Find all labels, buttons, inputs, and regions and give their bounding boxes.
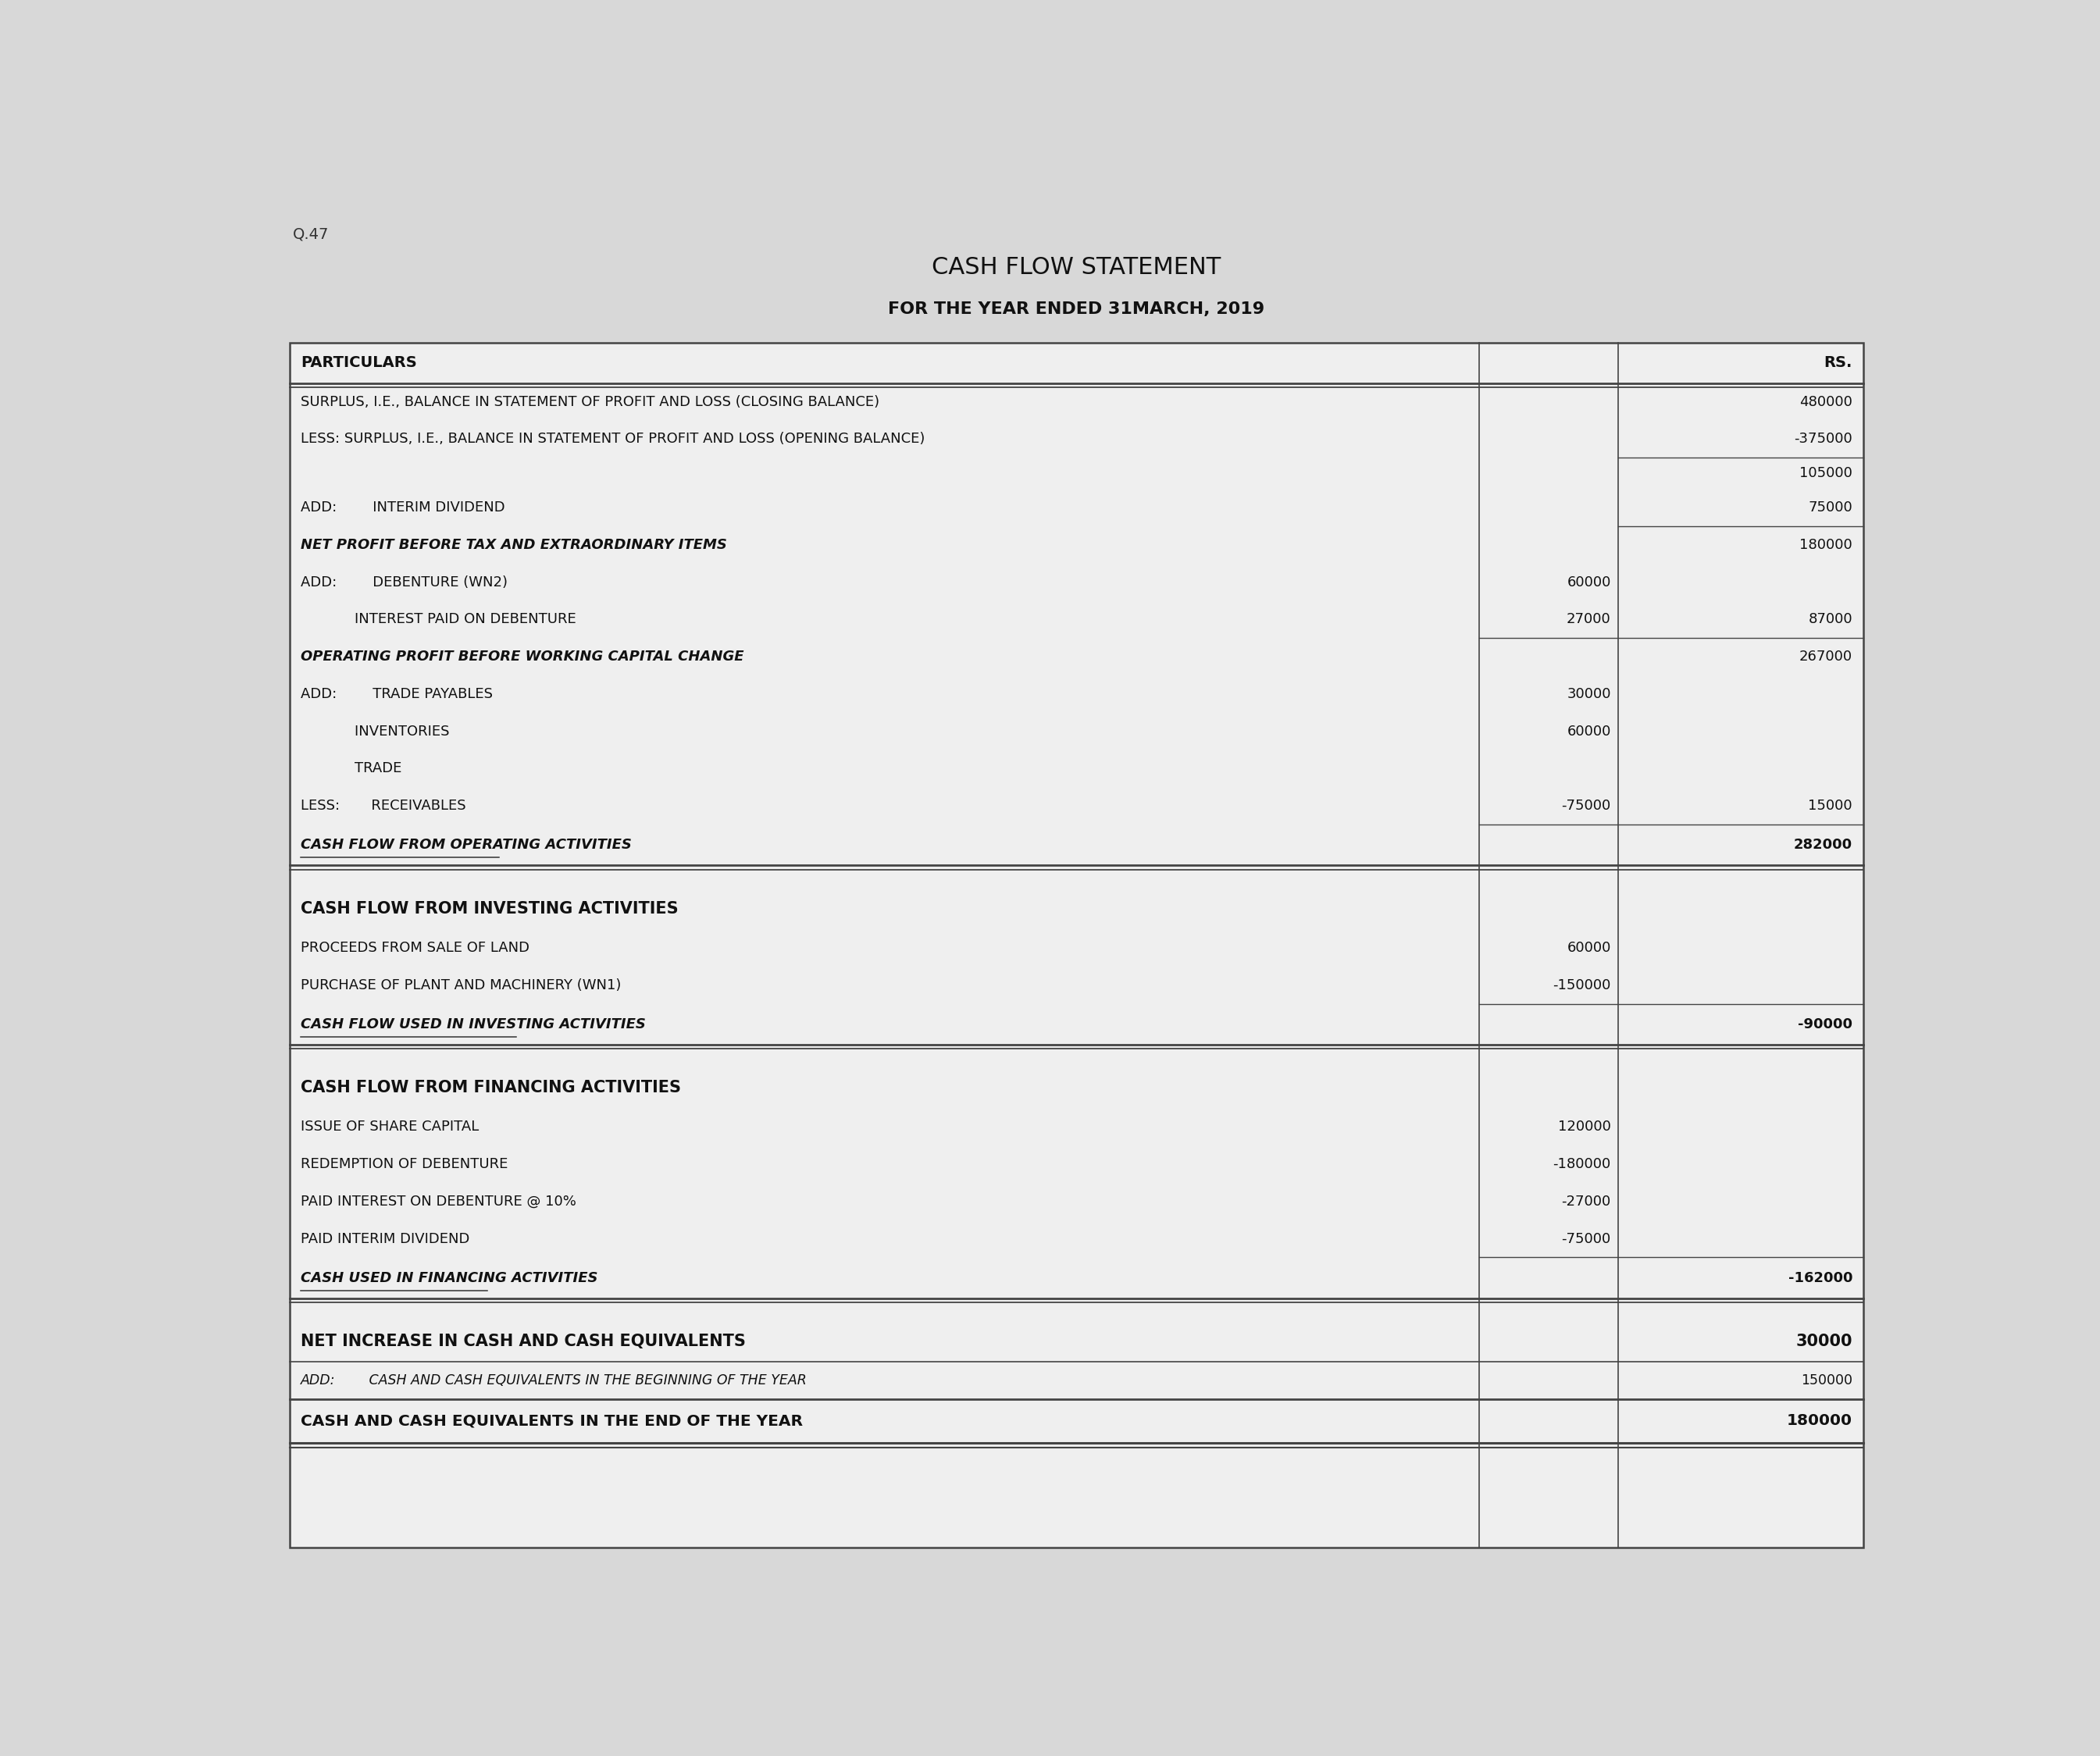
Text: 120000: 120000 <box>1558 1120 1611 1134</box>
Text: -27000: -27000 <box>1562 1194 1611 1208</box>
Text: 60000: 60000 <box>1567 723 1611 738</box>
Text: 282000: 282000 <box>1793 838 1852 852</box>
Text: CASH FLOW FROM FINANCING ACTIVITIES: CASH FLOW FROM FINANCING ACTIVITIES <box>300 1080 680 1096</box>
Text: PURCHASE OF PLANT AND MACHINERY (WN1): PURCHASE OF PLANT AND MACHINERY (WN1) <box>300 978 622 992</box>
Text: ADD:        INTERIM DIVIDEND: ADD: INTERIM DIVIDEND <box>300 500 504 515</box>
Text: 150000: 150000 <box>1802 1373 1852 1387</box>
Text: 87000: 87000 <box>1808 613 1852 627</box>
Text: SURPLUS, I.E., BALANCE IN STATEMENT OF PROFIT AND LOSS (CLOSING BALANCE): SURPLUS, I.E., BALANCE IN STATEMENT OF P… <box>300 395 880 409</box>
Text: -150000: -150000 <box>1552 978 1611 992</box>
Text: ADD:        TRADE PAYABLES: ADD: TRADE PAYABLES <box>300 687 494 701</box>
Text: 27000: 27000 <box>1567 613 1611 627</box>
Text: LESS: SURPLUS, I.E., BALANCE IN STATEMENT OF PROFIT AND LOSS (OPENING BALANCE): LESS: SURPLUS, I.E., BALANCE IN STATEMEN… <box>300 432 924 446</box>
Text: 480000: 480000 <box>1800 395 1852 409</box>
Text: ADD:        CASH AND CASH EQUIVALENTS IN THE BEGINNING OF THE YEAR: ADD: CASH AND CASH EQUIVALENTS IN THE BE… <box>300 1373 806 1387</box>
Text: CASH FLOW STATEMENT: CASH FLOW STATEMENT <box>932 256 1220 279</box>
Text: PARTICULARS: PARTICULARS <box>300 355 416 371</box>
Text: PAID INTERIM DIVIDEND: PAID INTERIM DIVIDEND <box>300 1231 470 1245</box>
Text: OPERATING PROFIT BEFORE WORKING CAPITAL CHANGE: OPERATING PROFIT BEFORE WORKING CAPITAL … <box>300 650 743 664</box>
Text: INVENTORIES: INVENTORIES <box>300 723 449 738</box>
Text: 105000: 105000 <box>1800 467 1852 481</box>
Text: -75000: -75000 <box>1562 1231 1611 1245</box>
Text: NET PROFIT BEFORE TAX AND EXTRAORDINARY ITEMS: NET PROFIT BEFORE TAX AND EXTRAORDINARY … <box>300 537 727 551</box>
Text: Q.47: Q.47 <box>292 227 330 242</box>
Text: 75000: 75000 <box>1808 500 1852 515</box>
Text: PAID INTEREST ON DEBENTURE @ 10%: PAID INTEREST ON DEBENTURE @ 10% <box>300 1194 575 1208</box>
Text: -180000: -180000 <box>1554 1157 1611 1171</box>
Text: CASH AND CASH EQUIVALENTS IN THE END OF THE YEAR: CASH AND CASH EQUIVALENTS IN THE END OF … <box>300 1414 802 1428</box>
Text: TRADE: TRADE <box>300 762 401 776</box>
Text: NET INCREASE IN CASH AND CASH EQUIVALENTS: NET INCREASE IN CASH AND CASH EQUIVALENT… <box>300 1335 746 1349</box>
Text: CASH USED IN FINANCING ACTIVITIES: CASH USED IN FINANCING ACTIVITIES <box>300 1271 598 1285</box>
Text: FOR THE YEAR ENDED 31MARCH, 2019: FOR THE YEAR ENDED 31MARCH, 2019 <box>888 302 1264 318</box>
Text: RS.: RS. <box>1825 355 1852 371</box>
Text: -162000: -162000 <box>1787 1271 1852 1285</box>
Text: 60000: 60000 <box>1567 576 1611 590</box>
Text: REDEMPTION OF DEBENTURE: REDEMPTION OF DEBENTURE <box>300 1157 508 1171</box>
Text: CASH FLOW FROM OPERATING ACTIVITIES: CASH FLOW FROM OPERATING ACTIVITIES <box>300 838 632 852</box>
Text: CASH FLOW FROM INVESTING ACTIVITIES: CASH FLOW FROM INVESTING ACTIVITIES <box>300 901 678 917</box>
Text: -90000: -90000 <box>1798 1017 1852 1031</box>
Text: 30000: 30000 <box>1796 1335 1852 1349</box>
Text: PROCEEDS FROM SALE OF LAND: PROCEEDS FROM SALE OF LAND <box>300 941 529 955</box>
Text: 15000: 15000 <box>1808 799 1852 813</box>
Text: 180000: 180000 <box>1787 1414 1852 1428</box>
Text: ISSUE OF SHARE CAPITAL: ISSUE OF SHARE CAPITAL <box>300 1120 479 1134</box>
Text: CASH FLOW USED IN INVESTING ACTIVITIES: CASH FLOW USED IN INVESTING ACTIVITIES <box>300 1017 645 1031</box>
Text: 267000: 267000 <box>1800 650 1852 664</box>
Text: 180000: 180000 <box>1800 537 1852 551</box>
Text: 30000: 30000 <box>1567 687 1611 701</box>
FancyBboxPatch shape <box>290 342 1863 1547</box>
Text: -75000: -75000 <box>1562 799 1611 813</box>
Text: 60000: 60000 <box>1567 941 1611 955</box>
Text: ADD:        DEBENTURE (WN2): ADD: DEBENTURE (WN2) <box>300 576 508 590</box>
Text: LESS:       RECEIVABLES: LESS: RECEIVABLES <box>300 799 466 813</box>
Text: -375000: -375000 <box>1793 432 1852 446</box>
Text: INTEREST PAID ON DEBENTURE: INTEREST PAID ON DEBENTURE <box>300 613 575 627</box>
